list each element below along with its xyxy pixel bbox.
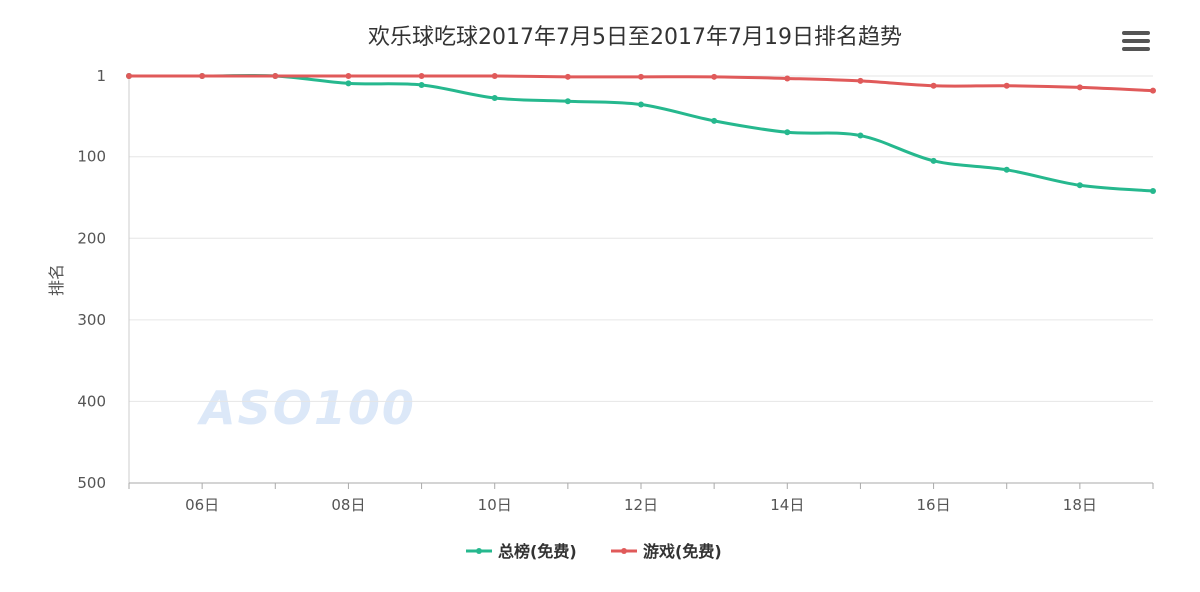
y-tick-label: 400	[77, 392, 106, 410]
menu-bar	[1122, 47, 1150, 51]
x-tick-label: 14日	[770, 496, 804, 514]
data-point[interactable]	[564, 98, 571, 105]
y-tick-label: 300	[77, 311, 106, 329]
menu-bar	[1122, 31, 1150, 35]
data-point[interactable]	[711, 117, 718, 124]
x-tick-label: 16日	[917, 496, 951, 514]
data-point[interactable]	[491, 95, 498, 102]
data-point[interactable]	[1003, 82, 1010, 89]
y-tick-label: 100	[77, 148, 106, 166]
data-point[interactable]	[930, 157, 937, 164]
data-point[interactable]	[711, 73, 718, 80]
hamburger-menu-icon[interactable]	[1118, 28, 1154, 58]
data-point[interactable]	[418, 73, 425, 79]
data-point[interactable]	[857, 132, 864, 139]
data-point[interactable]	[784, 129, 791, 136]
x-tick-label: 12日	[624, 496, 658, 514]
x-tick-label: 06日	[185, 496, 219, 514]
series-layer	[126, 73, 1156, 195]
data-point[interactable]	[199, 73, 206, 79]
data-point[interactable]	[345, 73, 352, 79]
data-point[interactable]	[1076, 182, 1083, 189]
data-point[interactable]	[638, 101, 644, 108]
y-tick-label: 1	[96, 67, 106, 85]
data-point[interactable]	[784, 75, 791, 82]
data-point[interactable]	[1150, 87, 1156, 94]
legend-label: 总榜(免费)	[498, 542, 577, 561]
data-point[interactable]	[857, 77, 864, 84]
series-line	[128, 73, 1154, 193]
data-point[interactable]	[638, 73, 644, 80]
series-1	[126, 73, 1156, 195]
data-point[interactable]	[491, 73, 498, 79]
data-point[interactable]	[1076, 84, 1083, 91]
axes: 1 100 200 300 400 500 06日 08日 10日 12日 14日 16日 18日	[77, 67, 1154, 514]
data-point[interactable]	[1150, 188, 1156, 195]
data-point[interactable]	[564, 73, 571, 80]
chart-title: 欢乐球吃球2017年7月5日至2017年7月19日排名趋势	[368, 25, 902, 50]
series-2	[126, 73, 1156, 94]
y-tick-label: 500	[77, 474, 106, 492]
x-tick-label: 10日	[478, 496, 512, 514]
data-point[interactable]	[418, 81, 425, 88]
legend[interactable]: 总榜(免费) 游戏(免费)	[466, 542, 722, 561]
data-point[interactable]	[126, 73, 132, 79]
y-axis-label: 排名	[47, 264, 66, 296]
legend-marker	[621, 548, 627, 554]
y-tick-label: 200	[77, 229, 106, 247]
legend-item[interactable]: 总榜(免费)	[466, 542, 577, 561]
legend-item[interactable]: 游戏(免费)	[611, 542, 722, 561]
legend-label: 游戏(免费)	[643, 542, 722, 561]
legend-marker	[476, 548, 482, 554]
menu-bar	[1122, 39, 1150, 43]
x-tick-label: 08日	[331, 496, 365, 514]
data-point[interactable]	[345, 80, 352, 87]
x-tick-label: 18日	[1063, 496, 1097, 514]
data-point[interactable]	[930, 82, 937, 89]
data-point[interactable]	[1003, 166, 1010, 173]
data-point[interactable]	[272, 73, 279, 79]
watermark: ASO100	[197, 381, 416, 435]
